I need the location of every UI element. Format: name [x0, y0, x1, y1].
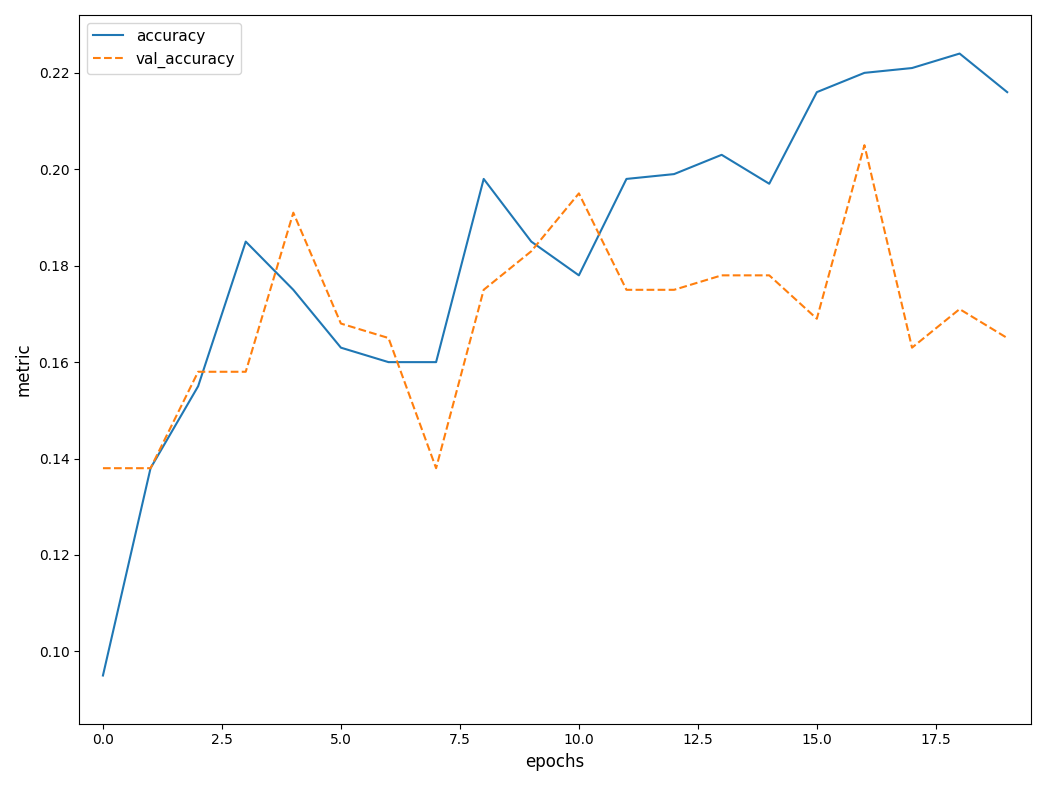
Legend: accuracy, val_accuracy: accuracy, val_accuracy: [87, 23, 242, 74]
val_accuracy: [335, 319, 347, 329]
val_accuracy: [811, 314, 823, 324]
accuracy: [287, 285, 299, 295]
accuracy: [96, 670, 109, 680]
val_accuracy: [953, 304, 965, 314]
accuracy: [715, 150, 728, 160]
val_accuracy: [96, 464, 109, 473]
accuracy: [953, 49, 965, 58]
val_accuracy: [1001, 333, 1014, 343]
accuracy: [525, 237, 538, 246]
Line: val_accuracy: val_accuracy: [103, 145, 1007, 468]
val_accuracy: [667, 285, 680, 295]
val_accuracy: [477, 285, 490, 295]
val_accuracy: [191, 367, 204, 376]
accuracy: [240, 237, 252, 246]
Line: accuracy: accuracy: [103, 53, 1007, 675]
accuracy: [144, 464, 157, 473]
accuracy: [335, 343, 347, 352]
val_accuracy: [715, 270, 728, 280]
X-axis label: epochs: epochs: [525, 753, 585, 771]
val_accuracy: [572, 189, 585, 198]
val_accuracy: [382, 333, 394, 343]
accuracy: [811, 87, 823, 97]
Y-axis label: metric: metric: [15, 343, 33, 396]
accuracy: [763, 179, 775, 189]
accuracy: [620, 174, 633, 184]
val_accuracy: [430, 464, 442, 473]
val_accuracy: [240, 367, 252, 376]
val_accuracy: [620, 285, 633, 295]
accuracy: [1001, 87, 1014, 97]
accuracy: [382, 358, 394, 367]
val_accuracy: [144, 464, 157, 473]
val_accuracy: [763, 270, 775, 280]
accuracy: [906, 64, 918, 73]
accuracy: [430, 358, 442, 367]
val_accuracy: [525, 247, 538, 256]
accuracy: [572, 270, 585, 280]
accuracy: [858, 68, 870, 78]
val_accuracy: [906, 343, 918, 352]
accuracy: [667, 170, 680, 179]
accuracy: [191, 381, 204, 391]
accuracy: [477, 174, 490, 184]
val_accuracy: [287, 208, 299, 218]
val_accuracy: [858, 141, 870, 150]
